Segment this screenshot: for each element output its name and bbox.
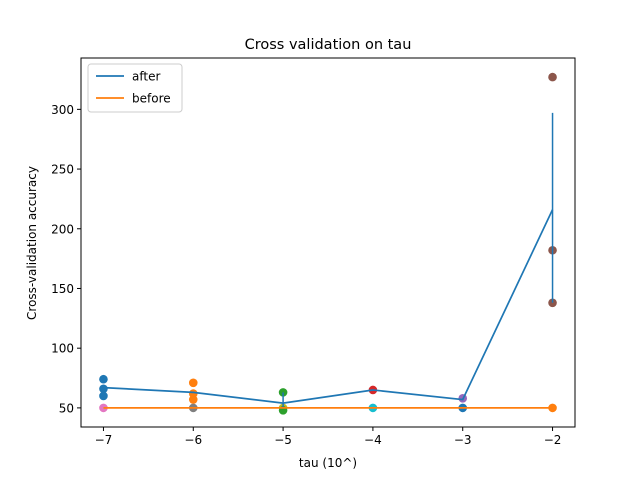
x-tick-label: −6 (184, 433, 202, 447)
scatter-point (548, 72, 557, 82)
scatter-point (188, 395, 198, 404)
x-tick-label: −4 (364, 433, 382, 447)
y-axis-ticks: 50 100 150 200 250 300 (51, 103, 81, 415)
scatter-point (548, 298, 557, 308)
y-tick-label: 150 (51, 282, 74, 296)
legend-label-before: before (132, 92, 171, 106)
x-axis-label: tau (10^) (299, 456, 357, 470)
x-tick-label: −3 (454, 433, 472, 447)
legend: after before (87, 63, 183, 113)
scatter-point (99, 384, 108, 394)
x-tick-label: −7 (95, 433, 113, 447)
x-tick-label: −5 (274, 433, 292, 447)
y-tick-label: 250 (51, 163, 74, 177)
x-tick-label: −2 (544, 433, 562, 447)
legend-label-after: after (132, 70, 160, 84)
y-axis-label: Cross-validation accuracy (25, 166, 39, 320)
scatter-point (99, 391, 108, 401)
y-tick-label: 100 (51, 342, 74, 356)
x-axis-ticks: −7 −6 −5 −4 −3 −2 (95, 427, 562, 447)
axes-frame (80, 57, 576, 428)
series-line-after (103, 209, 554, 404)
chart-title: Cross validation on tau (245, 37, 412, 53)
y-tick-label: 300 (51, 103, 74, 117)
scatter-point (99, 374, 108, 384)
plot-area (99, 72, 557, 415)
scatter-point (188, 378, 198, 388)
y-tick-label: 200 (51, 222, 74, 236)
y-tick-label: 50 (59, 401, 74, 415)
